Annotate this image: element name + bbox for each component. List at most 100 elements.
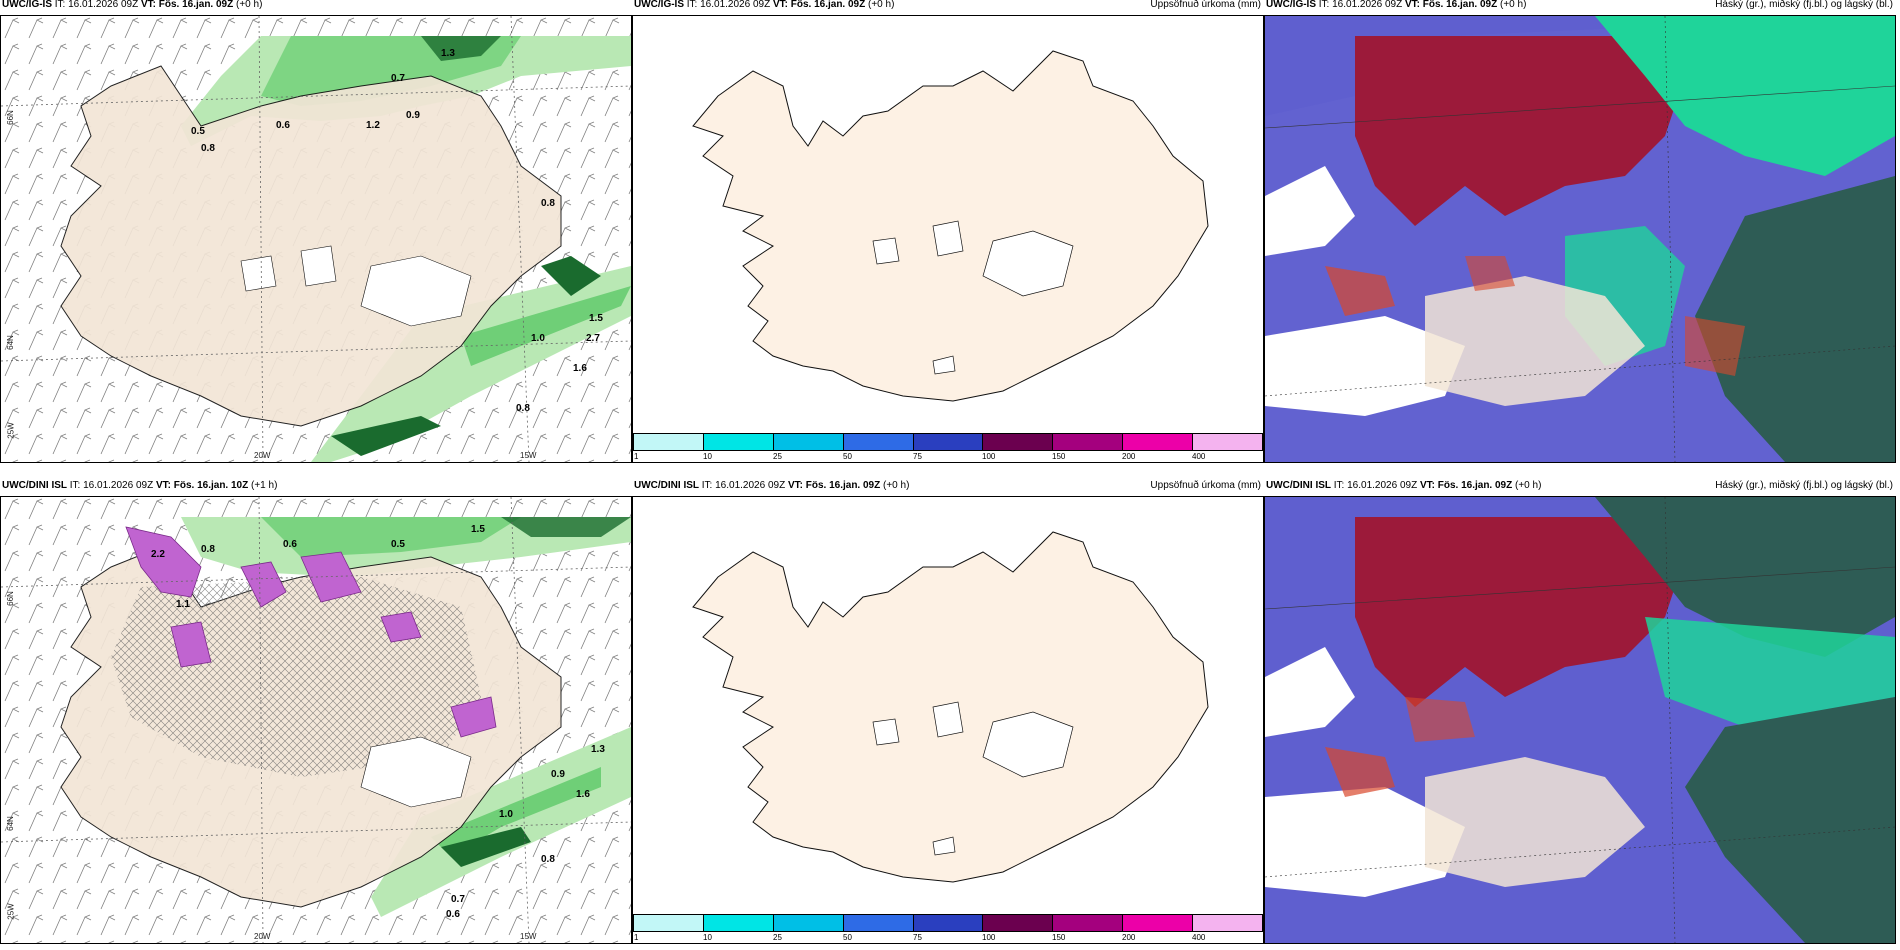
colorbar-tick: 1 xyxy=(634,452,639,461)
colorbar-tick: 25 xyxy=(773,452,782,461)
precip-label: 0.8 xyxy=(201,544,215,555)
wind-precip-map-igis: UWC/IG-IS IT: 16.01.2026 09Z VT: Fös. 16… xyxy=(0,0,632,463)
model-name: UWC/DINI ISL xyxy=(2,480,67,491)
lead-time: (+0 h) xyxy=(236,0,263,10)
it-label: IT: xyxy=(69,480,81,491)
lon-tick-25w: 25W xyxy=(6,903,16,920)
lat-tick-66n: 66N xyxy=(5,110,15,125)
it-value: 16.01.2026 09Z xyxy=(1332,0,1403,10)
precip-label: 1.5 xyxy=(471,524,485,535)
model-name: UWC/IG-IS xyxy=(2,0,52,10)
wind-precip-map-dini: UWC/DINI ISL IT: 16.01.2026 09Z VT: Fös.… xyxy=(0,480,632,944)
lon-tick-20w: 20W xyxy=(254,932,271,941)
colorbar-segment xyxy=(983,434,1054,450)
panel-header: UWC/DINI ISL IT: 16.01.2026 09Z VT: Fös.… xyxy=(1265,477,1895,495)
colorbar-tick: 10 xyxy=(703,452,712,461)
colorbar-tick: 200 xyxy=(1122,452,1136,461)
colorbar-segment xyxy=(913,915,984,931)
model-name: UWC/IG-IS xyxy=(1266,0,1316,10)
precip-label: 0.8 xyxy=(541,854,555,865)
vt-value: Fös. 16.jan. 09Z xyxy=(1422,0,1498,10)
lead-time: (+0 h) xyxy=(868,0,895,10)
precip-label: 1.6 xyxy=(573,363,587,374)
precip-label: 2.2 xyxy=(151,549,165,560)
panel-header: UWC/DINI ISL IT: 16.01.2026 09Z VT: Fös.… xyxy=(1,477,631,495)
precip-label: 0.7 xyxy=(451,894,465,905)
it-value: 16.01.2026 09Z xyxy=(700,0,771,10)
panel-title: Háský (gr.), miðský (fj.bl.) og lágský (… xyxy=(1715,480,1893,491)
colorbar-segment xyxy=(913,434,984,450)
colorbar-segment xyxy=(1123,915,1194,931)
precip-label: 0.9 xyxy=(406,110,420,121)
colorbar-segment xyxy=(634,434,704,450)
lead-time: (+0 h) xyxy=(883,480,910,491)
it-label: IT: xyxy=(1318,0,1330,10)
precip-label: 0.8 xyxy=(516,403,530,414)
it-label: IT: xyxy=(701,480,713,491)
panel-title: Háský (gr.), miðský (fj.bl.) og lágský (… xyxy=(1715,0,1893,10)
colorbar-tick: 25 xyxy=(773,933,782,942)
panel-title: Uppsöfnuð úrkoma (mm) xyxy=(1150,480,1261,491)
it-value: 16.01.2026 09Z xyxy=(68,0,139,10)
precip-label: 0.5 xyxy=(191,126,205,137)
precip-label: 0.8 xyxy=(201,143,215,154)
colorbar-tick: 400 xyxy=(1192,452,1206,461)
panel-header: UWC/IG-IS IT: 16.01.2026 09Z VT: Fös. 16… xyxy=(1265,0,1895,14)
colorbar-segment xyxy=(1193,915,1263,931)
lead-time: (+0 h) xyxy=(1515,480,1542,491)
vt-label: VT: xyxy=(772,0,788,10)
colorbar-segment xyxy=(1053,915,1124,931)
panel-header: UWC/IG-IS IT: 16.01.2026 09Z VT: Fös. 16… xyxy=(1,0,631,14)
lat-tick-66n: 66N xyxy=(5,591,15,606)
model-name: UWC/DINI ISL xyxy=(634,480,699,491)
colorbar-tick: 10 xyxy=(703,933,712,942)
precip-label: 0.6 xyxy=(283,539,297,550)
vt-label: VT: xyxy=(1419,480,1435,491)
cloud-svg xyxy=(1265,497,1895,943)
panel-title: Uppsöfnuð úrkoma (mm) xyxy=(1150,0,1261,10)
colorbar-tick: 400 xyxy=(1192,933,1206,942)
colorbar-segment xyxy=(634,915,704,931)
colorbar-segment xyxy=(703,915,774,931)
precip-label: 0.9 xyxy=(551,769,565,780)
colorbar-tick: 150 xyxy=(1052,452,1066,461)
precip-label: 0.7 xyxy=(391,73,405,84)
precip-value-labels: 0.5 0.8 0.6 0.7 0.9 1.2 1.3 1.0 0.8 1.5 … xyxy=(191,48,603,414)
vt-value: Fös. 16.jan. 10Z xyxy=(173,480,249,491)
lat-tick-64n: 64N xyxy=(5,335,15,350)
precip-label: 1.1 xyxy=(176,599,190,610)
precip-label: 1.0 xyxy=(499,809,513,820)
colorbar-tick: 200 xyxy=(1122,933,1136,942)
lon-tick-15w: 15W xyxy=(520,932,537,941)
iceland-map-svg xyxy=(692,50,1209,402)
panel-header: UWC/DINI ISL IT: 16.01.2026 09Z VT: Fös.… xyxy=(633,477,1263,495)
it-label: IT: xyxy=(1333,480,1345,491)
precip-label: 2.7 xyxy=(586,333,600,344)
colorbar-tick: 1 xyxy=(634,933,639,942)
it-value: 16.01.2026 09Z xyxy=(715,480,786,491)
lead-time: (+1 h) xyxy=(251,480,278,491)
colorbar-segment xyxy=(1123,434,1194,450)
cloud-cover-map-igis: UWC/IG-IS IT: 16.01.2026 09Z VT: Fös. 16… xyxy=(1264,0,1896,463)
vt-value: Fös. 16.jan. 09Z xyxy=(805,480,881,491)
precip-label: 0.8 xyxy=(541,198,555,209)
colorbar-segment xyxy=(843,434,914,450)
precip-value-labels: 0.6 0.8 2.2 1.1 0.5 1.5 0.9 1.3 0.7 0.6 … xyxy=(151,524,605,920)
cloud-svg xyxy=(1265,16,1895,462)
iceland-map-svg xyxy=(692,531,1209,883)
precip-label: 1.0 xyxy=(531,333,545,344)
vt-label: VT: xyxy=(140,0,156,10)
colorbar-tick: 75 xyxy=(913,933,922,942)
precip-label: 1.5 xyxy=(589,313,603,324)
precip-label: 0.6 xyxy=(446,909,460,920)
colorbar-segment xyxy=(773,434,844,450)
vt-label: VT: xyxy=(787,480,803,491)
it-value: 16.01.2026 09Z xyxy=(1347,480,1418,491)
colorbar-segment xyxy=(843,915,914,931)
colorbar-tick: 75 xyxy=(913,452,922,461)
colorbar-segment xyxy=(983,915,1054,931)
wind-precip-svg: 0.5 0.8 0.6 0.7 0.9 1.2 1.3 1.0 0.8 1.5 … xyxy=(1,16,631,462)
colorbar-tick: 100 xyxy=(982,452,996,461)
model-name: UWC/IG-IS xyxy=(634,0,684,10)
lon-tick-15w: 15W xyxy=(520,451,537,460)
